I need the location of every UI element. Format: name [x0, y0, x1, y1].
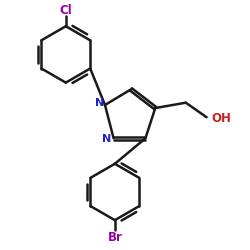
Text: N: N	[95, 98, 104, 108]
Text: N: N	[102, 134, 111, 144]
Text: OH: OH	[212, 112, 232, 125]
Text: Cl: Cl	[60, 4, 72, 17]
Text: Br: Br	[108, 230, 122, 243]
